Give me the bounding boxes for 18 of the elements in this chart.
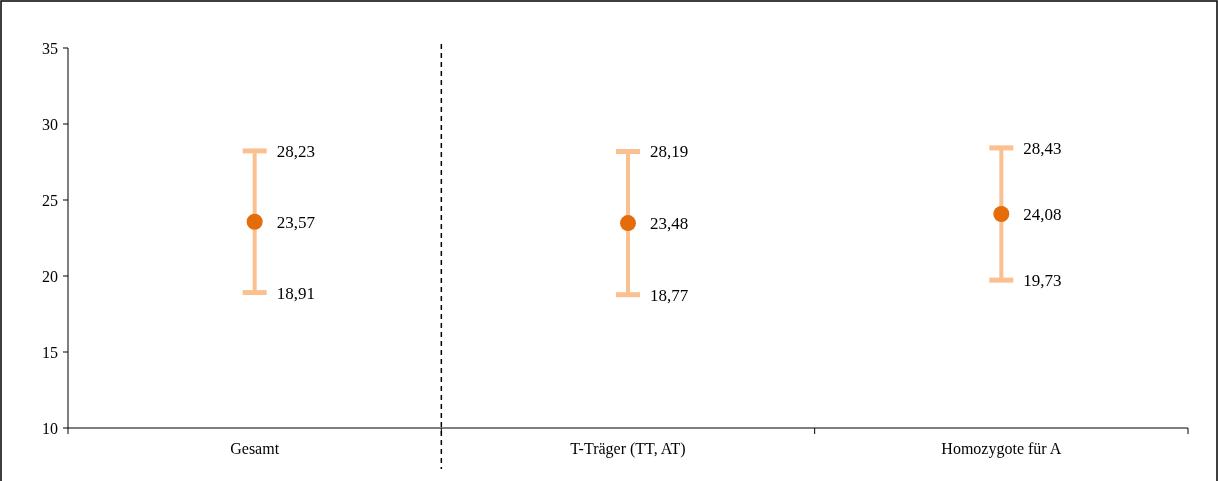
y-tick-label: 25 [42, 191, 58, 209]
annotation: 28,43 [1023, 138, 1062, 158]
data-label: 23,48 [650, 214, 689, 234]
y-tick-label: 15 [42, 343, 58, 361]
x-tick-label: Homozygote für A [941, 440, 1062, 458]
annotation: 18,91 [276, 283, 315, 303]
y-tick-label: 35 [42, 39, 58, 57]
x-tick-label: Gesamt [230, 440, 280, 457]
annotation: 28,23 [276, 141, 315, 161]
data-label: 23,57 [276, 212, 316, 232]
y-tick-label: 30 [42, 115, 58, 133]
y-tick-label: 10 [42, 419, 58, 437]
x-tick-label: T-Träger (TT, AT) [570, 440, 686, 458]
annotation: 28,19 [650, 142, 689, 162]
annotation: 19,73 [1023, 271, 1062, 291]
data-label: 24,08 [1023, 204, 1062, 224]
annotation: 18,77 [650, 285, 689, 305]
y-tick-label: 20 [42, 267, 58, 285]
